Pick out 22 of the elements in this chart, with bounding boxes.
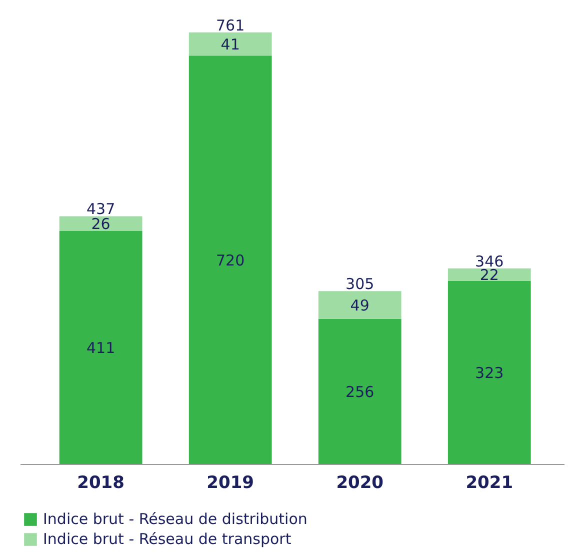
total-label: 761 [216,16,245,34]
x-tick-label: 2020 [336,473,384,494]
x-tick-label: 2019 [206,473,254,494]
x-tick-label: 2018 [77,473,124,494]
data-label: 41 [220,36,240,54]
data-label: 256 [346,383,374,402]
data-label: 720 [216,251,245,270]
bar [59,216,142,231]
total-label: 305 [346,275,374,294]
bar [318,291,402,319]
legend-label: Indice brut - Réseau de transport [43,530,292,548]
bar [188,56,272,464]
data-label: 323 [475,364,504,382]
x-tick-label: 2021 [466,473,514,494]
data-label: 49 [350,296,370,315]
bar [318,318,402,464]
bar [448,280,531,464]
bar [188,32,272,56]
data-label: 411 [86,339,116,358]
bar [448,268,531,281]
legend-label: Indice brut - Réseau de distribution [43,510,308,528]
bar [59,230,142,464]
